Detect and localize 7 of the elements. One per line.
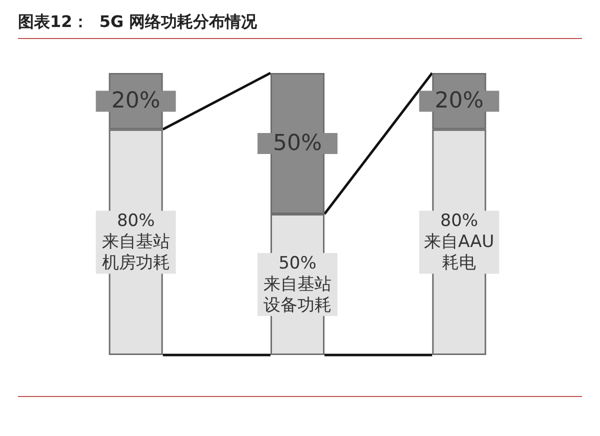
data-label: 80% 来自基站机房功耗 (102, 211, 170, 274)
data-label: 80% 来自AAU耗电 (424, 211, 494, 274)
data-label: 20% (111, 88, 160, 114)
data-label: 50% 来自基站设备功耗 (264, 254, 332, 316)
data-label: 20% (434, 88, 484, 114)
chart-title: 图表12： 5G 网络功耗分布情况 (18, 0, 582, 39)
data-label: 50% (273, 131, 322, 156)
